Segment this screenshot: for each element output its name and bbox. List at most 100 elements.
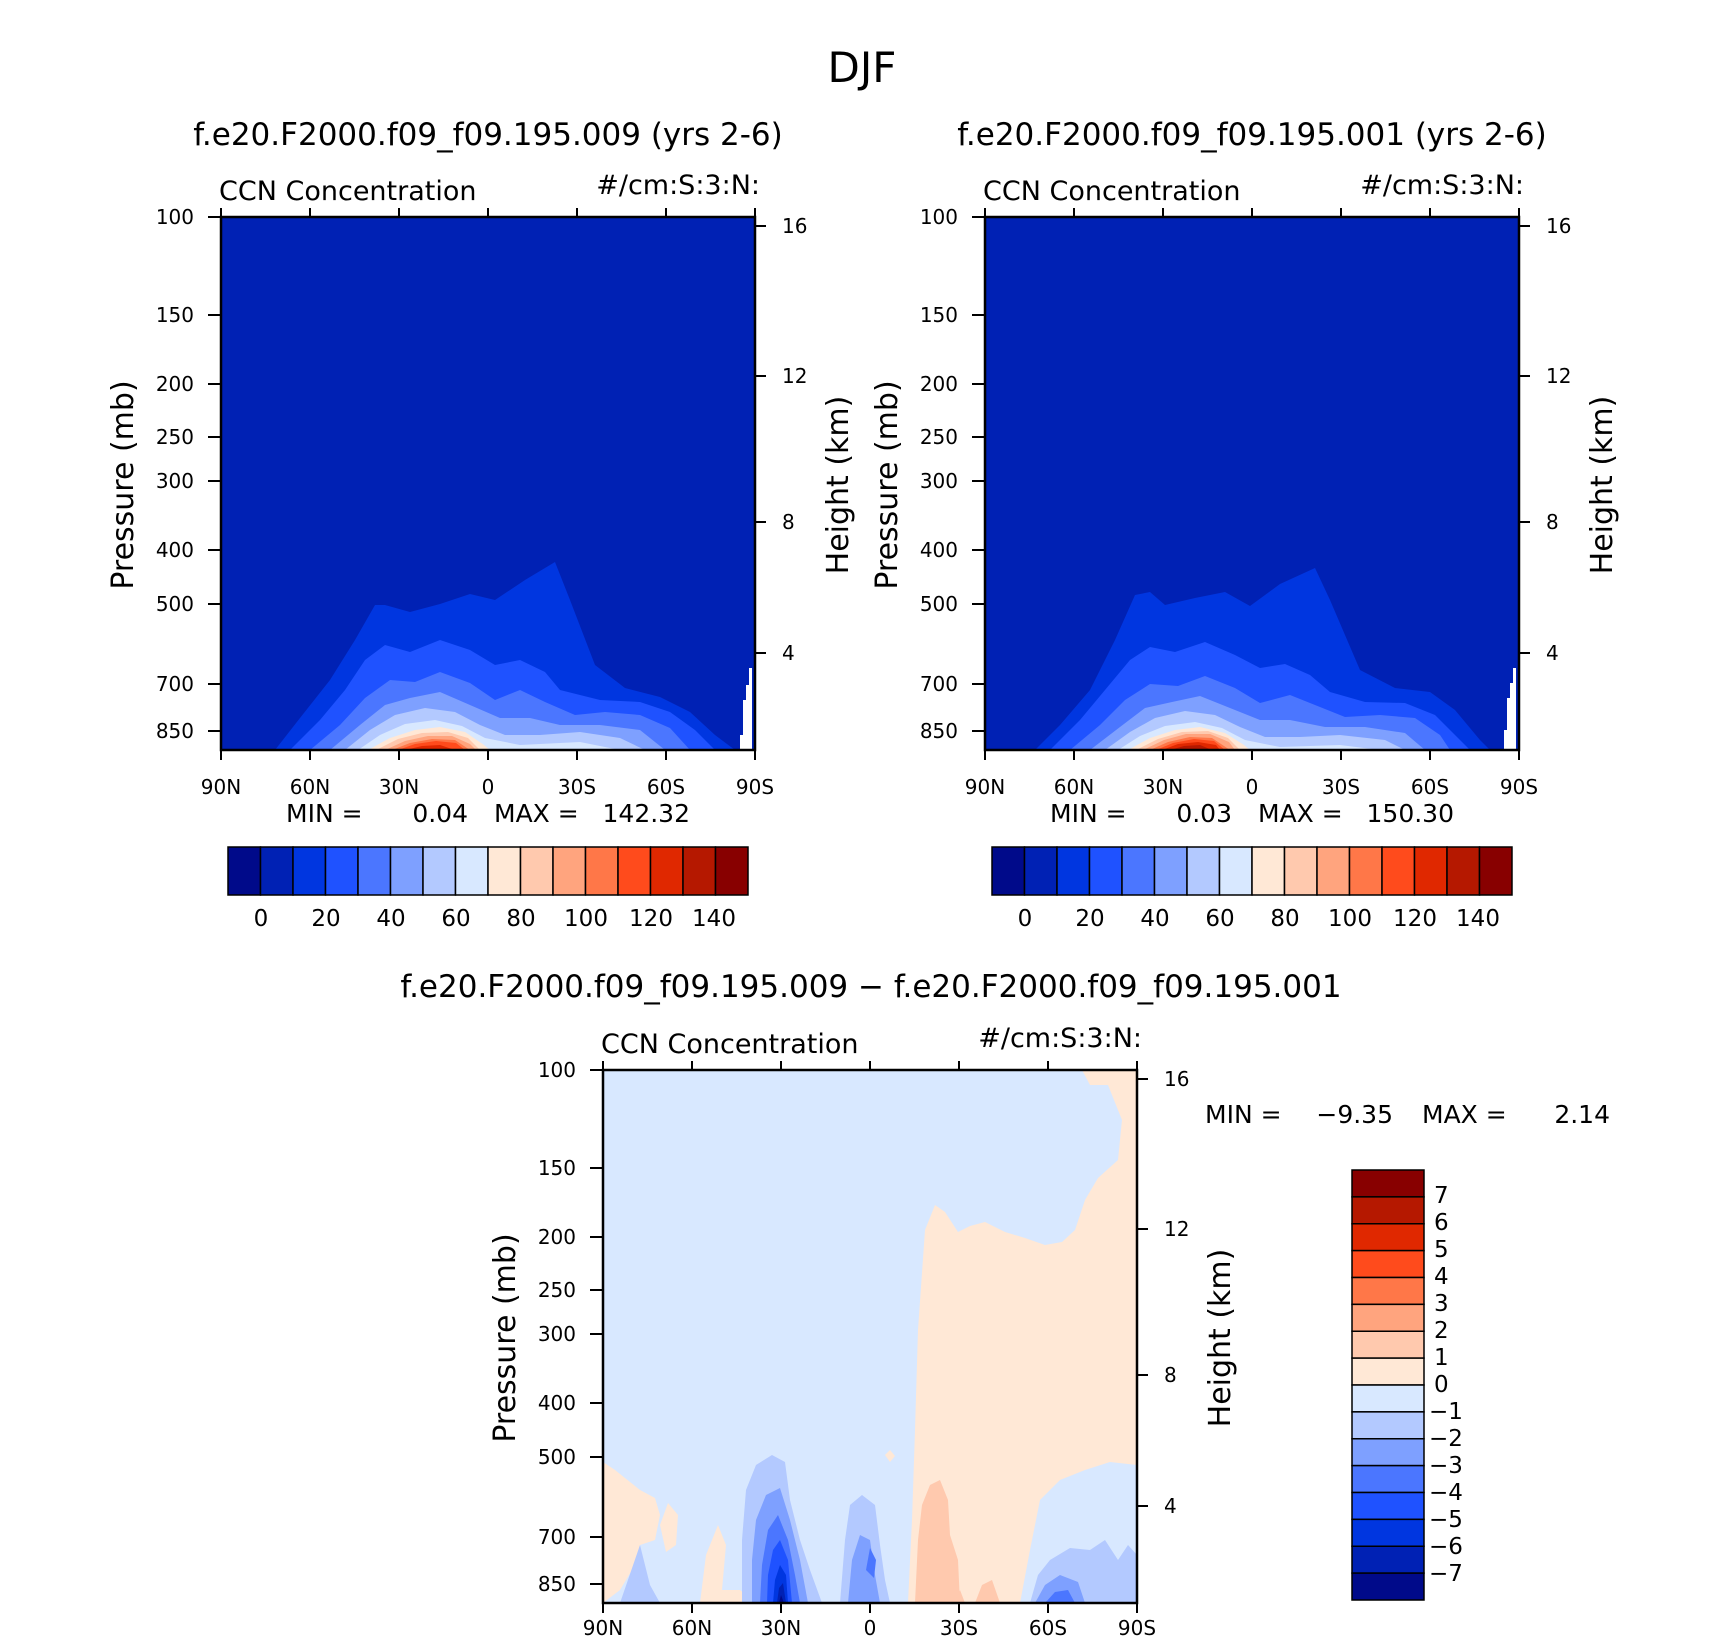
cbarB-swatch [1446,846,1481,896]
panel-c-colorbar-tick-1: 1 [1434,1345,1449,1371]
panel-a-colorbar-tick-40: 40 [376,906,405,932]
panel-c-height-axis-title: Height (km) [1203,1249,1238,1428]
panel-b-y-tick-250: 250 [920,425,958,449]
panel-a-y-tick-150: 150 [156,303,194,327]
panel-c-contour-positive-small [700,1525,756,1603]
panel-b-x-axis: 90N 60N 30N 0 30S 60S 90S [965,208,1538,799]
panel-b-colorbar-tick-0: 0 [1018,906,1033,932]
panel-a-x-axis: 90N 60N 30N 0 30S 60S 90S [201,208,774,799]
panel-a-min-label: MIN = [286,799,363,828]
panel-c-colorbar-tick-0: 0 [1434,1372,1449,1398]
panel-a-x-tick-60s: 60S [647,775,685,799]
panel-c-y-axis: 100 150 200 250 300 400 500 700 850 [538,1058,603,1596]
panel-b-colorbar-tick-80: 80 [1270,906,1299,932]
panel-a-height-tick-8: 8 [782,510,795,534]
panel-a-max-label: MAX = [494,799,579,828]
panel-a-y-tick-300: 300 [156,469,194,493]
panel-b-x-tick-60s: 60S [1411,775,1449,799]
cbarB-swatch [1478,846,1513,896]
panel-a-colorbar-tick-0: 0 [254,906,269,932]
panel-c-x-tick-0: 0 [864,1616,877,1639]
panel-b-height-tick-4: 4 [1546,641,1559,665]
panel-c-contour-positive-level-1 [915,1480,960,1603]
panel-b-y-tick-200: 200 [920,372,958,396]
cbarC-swatch [1351,1276,1425,1306]
panel-b-title: f.e20.F2000.f09_f09.195.001 (yrs 2-6) [957,117,1547,153]
panel-c-max-value: 2.14 [1554,1100,1610,1129]
cbarB-swatch [1023,846,1058,896]
panel-b-x-tick-90n: 90N [965,775,1005,799]
panel-a-contours [221,217,755,750]
panel-a-colorbar-ticks: 0 20 40 60 80 100 120 140 [254,906,736,932]
panel-b-units-label: #/cm:S:3:N: [1360,170,1524,201]
panel-a-missing-data [740,668,752,750]
panel-b-colorbar-tick-20: 20 [1075,906,1104,932]
panel-c-colorbar-tick-5: 5 [1434,1237,1449,1263]
panel-c-colorbar-tick-neg2: −2 [1429,1426,1463,1452]
panel-b-colorbar-tick-40: 40 [1140,906,1169,932]
cbarA-swatch [519,846,554,896]
panel-a-x-tick-0: 0 [482,775,495,799]
panel-c-colorbar-ticks: 7 6 5 4 3 2 1 0 −1 −2 −3 −4 −5 −6 −7 [1429,1183,1463,1587]
panel-c-height-axis: 16 12 8 4 [1137,1067,1189,1518]
panel-b-y-tick-500: 500 [920,592,958,616]
panel-b-height-axis-title: Height (km) [1585,396,1620,575]
panel-a-colorbar-tick-140: 140 [692,906,736,932]
panel-b-height-tick-12: 12 [1546,364,1571,388]
panel-c-contour-positive-level-1c [955,1590,965,1603]
panel-c-colorbar-tick-3: 3 [1434,1291,1449,1317]
cbarA-swatch [454,846,489,896]
panel-a-height-tick-12: 12 [782,364,807,388]
cbarB-swatch [1186,846,1221,896]
panel-b-colorbar-tick-60: 60 [1205,906,1234,932]
panel-c-height-tick-4: 4 [1164,1494,1177,1518]
panel-b-colorbar-tick-100: 100 [1328,906,1372,932]
cbarC-swatch [1351,1545,1425,1574]
panel-a: f.e20.F2000.f09_f09.195.009 (yrs 2-6) CC… [106,117,856,932]
cbarC-swatch [1351,1464,1425,1494]
cbarB-swatch [1056,846,1091,896]
cbarC-swatch [1351,1518,1425,1547]
panel-b-contours [985,217,1519,750]
panel-b-y-tick-100: 100 [920,205,958,229]
panel-c-colorbar-tick-7: 7 [1434,1183,1449,1209]
panel-c-contour-negative-6 [777,1583,786,1603]
cbarC-swatch [1351,1249,1425,1279]
panel-b-y-axis-title: Pressure (mb) [870,380,905,589]
panel-c-y-tick-400: 400 [538,1391,576,1415]
panel-c-contour-positive-dot [885,1450,895,1462]
panel-b-height-tick-16: 16 [1546,214,1571,238]
panel-b-x-tick-0: 0 [1246,775,1259,799]
panel-c-y-tick-200: 200 [538,1225,576,1249]
panel-c-y-axis-title: Pressure (mb) [488,1233,523,1442]
panel-b-colorbar [991,846,1513,896]
panel-c-x-tick-60n: 60N [672,1616,712,1639]
panel-b: f.e20.F2000.f09_f09.195.001 (yrs 2-6) CC… [870,117,1620,932]
panel-b-y-tick-300: 300 [920,469,958,493]
panel-c-y-tick-150: 150 [538,1156,576,1180]
panel-a-y-tick-250: 250 [156,425,194,449]
cbarA-swatch [357,846,392,896]
cbarC-swatch [1351,1196,1425,1225]
panel-b-y-axis: 100 150 200 250 300 400 500 700 850 [920,205,985,743]
panel-b-missing-data [1504,668,1516,750]
cbarB-swatch [1088,846,1123,896]
panel-c-contour-positive-west [603,1462,660,1603]
panel-a-height-tick-4: 4 [782,641,795,665]
panel-a-y-axis-title: Pressure (mb) [106,380,141,589]
cbarC-swatch [1351,1223,1425,1252]
panel-c-colorbar-tick-neg6: −6 [1429,1534,1463,1560]
panel-b-variable-label: CCN Concentration [983,176,1241,207]
cbarC-swatch [1351,1330,1425,1359]
panel-c-colorbar-tick-2: 2 [1434,1318,1449,1344]
cbarC-swatch [1351,1572,1425,1601]
panel-a-units-label: #/cm:S:3:N: [596,170,760,201]
figure-title: DJF [828,43,897,92]
panel-a-x-tick-60n: 60N [290,775,330,799]
panel-b-colorbar-tick-140: 140 [1456,906,1500,932]
panel-c-contour-positive-west-2 [660,1503,678,1552]
panel-c-height-tick-16: 16 [1164,1067,1189,1091]
cbarA-swatch [324,846,359,896]
panel-b-height-tick-8: 8 [1546,510,1559,534]
